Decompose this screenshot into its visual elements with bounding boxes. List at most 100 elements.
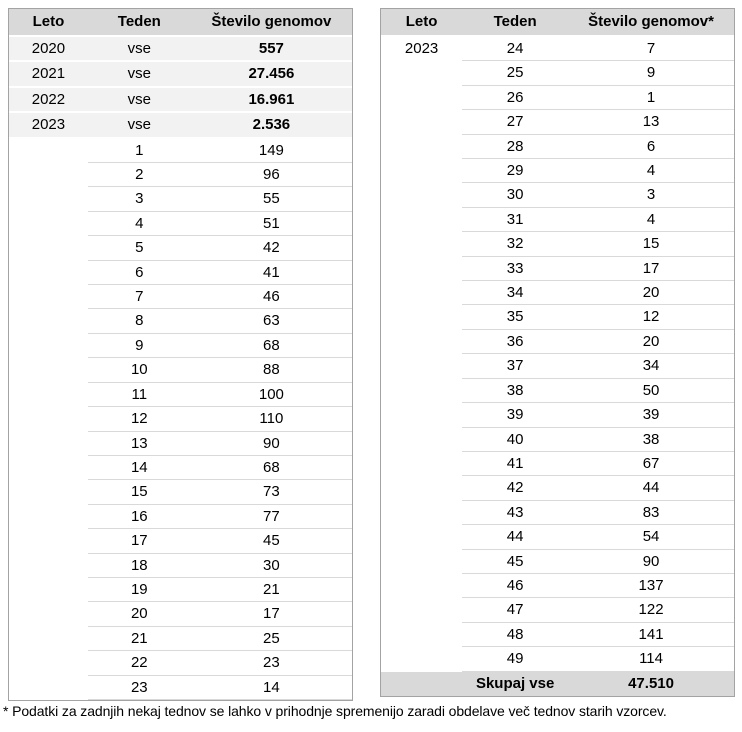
genomov-cell: 38: [568, 428, 734, 452]
table-row: 2020 vse 557: [9, 37, 352, 63]
genomov-cell: 68: [190, 456, 352, 481]
table-row: 47 122: [381, 598, 734, 623]
genomov-cell: 67: [568, 452, 734, 477]
teden-cell: 19: [87, 578, 191, 603]
genomov-cell: 44: [568, 476, 734, 501]
genomov-cell: 12: [568, 305, 734, 330]
leto-cell: [381, 550, 463, 574]
genomes-by-week-table-left: Leto Teden Število genomov 2020 vse 557 202…: [8, 8, 353, 701]
left-table-header: Leto Teden Število genomov: [9, 9, 352, 37]
table-row: 10 88: [9, 358, 352, 383]
genomov-cell: 14: [190, 676, 352, 700]
leto-cell: [381, 379, 463, 404]
table-row: 8 63: [9, 309, 352, 334]
teden-cell: vse: [87, 87, 191, 114]
table-row: 44 54: [381, 525, 734, 550]
leto-cell: [9, 139, 88, 164]
genomov-cell: 54: [568, 525, 734, 550]
teden-cell: 35: [462, 305, 569, 330]
leto-cell: [9, 358, 88, 383]
table-row: 31 4: [381, 208, 734, 233]
leto-cell: 2021: [9, 62, 88, 88]
genomov-cell: 4: [568, 208, 734, 233]
table-row: 18 30: [9, 554, 352, 578]
teden-cell: 11: [87, 383, 191, 408]
table-row: 11 100: [9, 383, 352, 408]
table-row: 39 39: [381, 403, 734, 428]
table-row: 48 141: [381, 623, 734, 648]
table-row: 23 14: [9, 676, 352, 700]
table-row: 14 68: [9, 456, 352, 481]
leto-cell: [381, 476, 463, 501]
leto-cell: 2022: [9, 87, 88, 114]
teden-cell: 49: [462, 647, 569, 672]
table-row: 26 1: [381, 86, 734, 111]
teden-cell: 31: [462, 208, 569, 233]
left-header-stevilo-genomov: Število genomov: [190, 9, 352, 37]
total-leto-cell: [381, 671, 463, 696]
leto-cell: 2020: [9, 37, 88, 63]
leto-cell: [9, 407, 88, 432]
leto-cell: [381, 305, 463, 330]
teden-cell: 40: [462, 428, 569, 452]
table-row: 2023 vse 2.536: [9, 113, 352, 139]
genomov-cell: 20: [568, 330, 734, 355]
genomov-cell: 110: [190, 407, 352, 432]
teden-cell: 2: [87, 163, 191, 188]
genomov-cell: 55: [190, 187, 352, 212]
teden-cell: 5: [87, 236, 191, 261]
header-row: Leto Teden Število genomov*: [381, 9, 734, 37]
left-header-teden: Teden: [87, 9, 191, 37]
leto-cell: [381, 281, 463, 306]
table-row: 16 77: [9, 505, 352, 530]
genomov-cell: 90: [190, 432, 352, 456]
genomov-cell: 73: [190, 480, 352, 505]
table-row: 36 20: [381, 330, 734, 355]
table-row: 45 90: [381, 550, 734, 574]
teden-cell: 13: [87, 432, 191, 456]
teden-cell: 10: [87, 358, 191, 383]
genomov-cell: 16.961: [190, 87, 352, 114]
teden-cell: 36: [462, 330, 569, 355]
teden-cell: 23: [87, 676, 191, 700]
genomov-cell: 68: [190, 334, 352, 359]
teden-cell: 18: [87, 554, 191, 578]
table-row: 41 67: [381, 452, 734, 477]
leto-cell: [9, 163, 88, 188]
teden-cell: 21: [87, 627, 191, 652]
table-row: 2023 24 7: [381, 37, 734, 62]
table-row: 9 68: [9, 334, 352, 359]
genomov-cell: 50: [568, 379, 734, 404]
leto-cell: [9, 309, 88, 334]
leto-cell: [9, 187, 88, 212]
genomov-cell: 88: [190, 358, 352, 383]
leto-cell: [381, 110, 463, 135]
table-row: 40 38: [381, 428, 734, 452]
leto-cell: [381, 525, 463, 550]
leto-cell: [9, 676, 88, 700]
teden-cell: 28: [462, 135, 569, 160]
table-row: 38 50: [381, 379, 734, 404]
right-header-teden: Teden: [462, 9, 569, 37]
teden-cell: 32: [462, 232, 569, 257]
genomov-cell: 3: [568, 183, 734, 208]
teden-cell: 47: [462, 598, 569, 623]
teden-cell: 41: [462, 452, 569, 477]
teden-cell: 34: [462, 281, 569, 306]
leto-cell: [381, 208, 463, 233]
genomov-cell: 23: [190, 651, 352, 676]
genomov-cell: 1: [568, 86, 734, 111]
genomov-cell: 17: [568, 257, 734, 282]
table-row: 4 51: [9, 212, 352, 237]
leto-cell: [9, 261, 88, 286]
genomov-cell: 34: [568, 354, 734, 379]
teden-cell: 27: [462, 110, 569, 135]
genomov-cell: 6: [568, 135, 734, 160]
table-row: 2022 vse 16.961: [9, 87, 352, 114]
teden-cell: 45: [462, 550, 569, 574]
teden-cell: 46: [462, 574, 569, 599]
genomov-cell: 27.456: [190, 62, 352, 88]
teden-cell: 30: [462, 183, 569, 208]
teden-cell: 25: [462, 61, 569, 86]
